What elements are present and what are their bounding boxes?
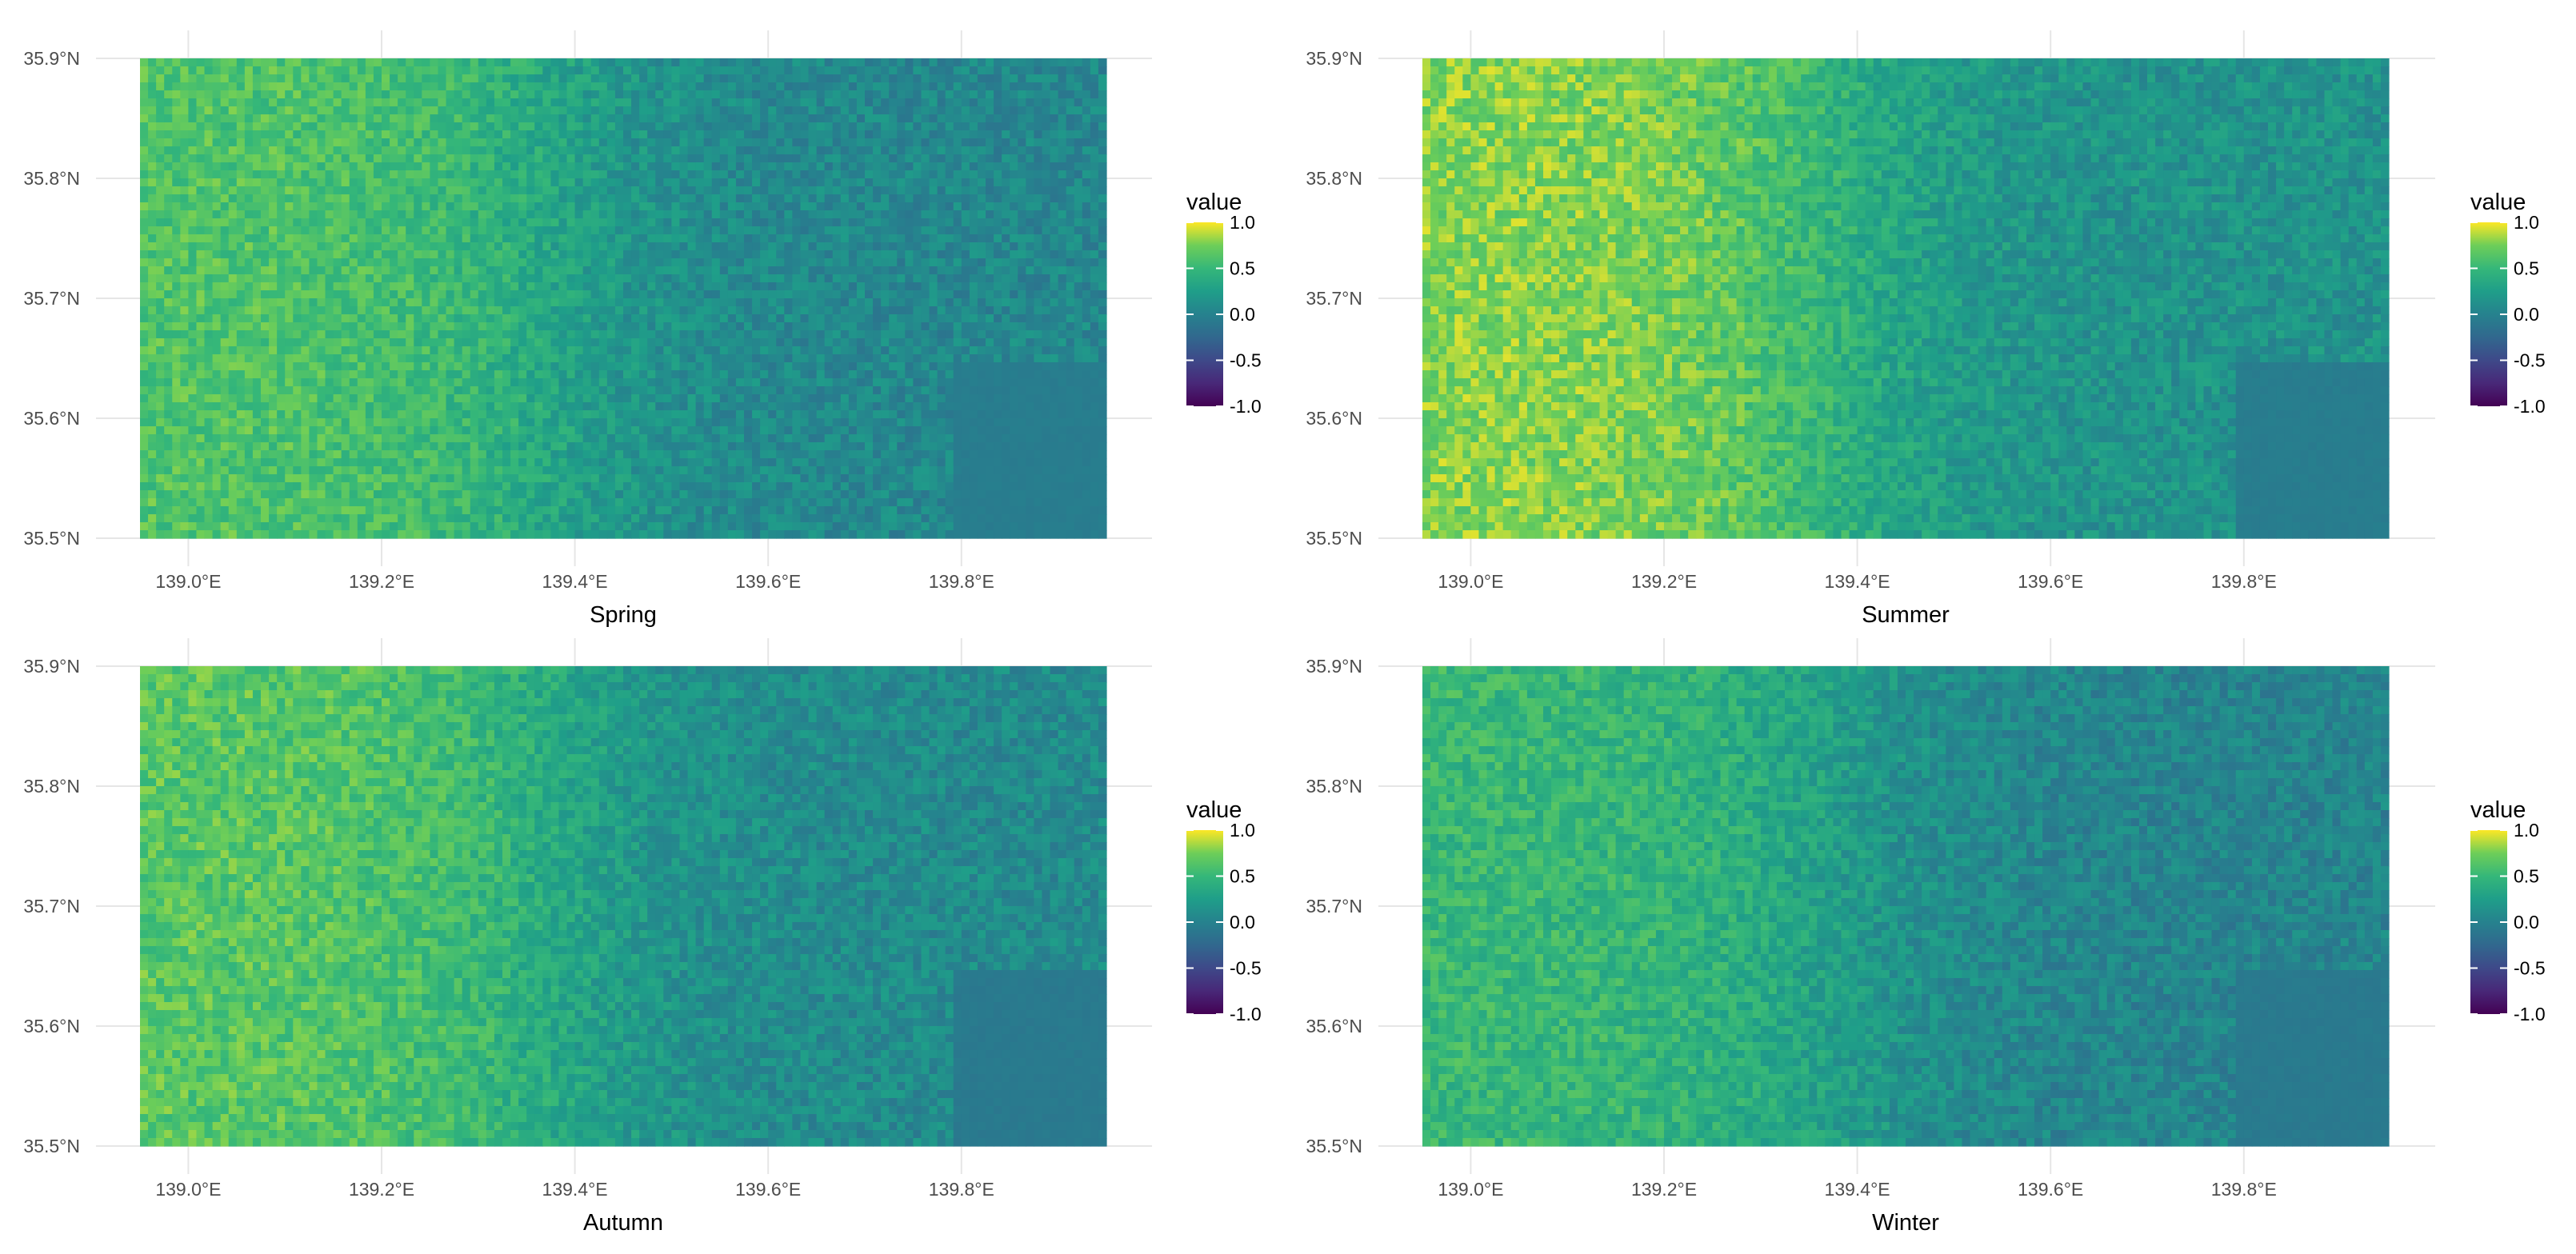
x-tick-label: 139.8°E [2211, 571, 2277, 592]
colorbar-tick-label: -1.0 [2514, 396, 2546, 417]
x-tick-label: 139.0°E [1438, 1179, 1503, 1200]
y-tick-label: 35.6°N [23, 408, 80, 429]
y-tick-label: 35.8°N [23, 776, 80, 797]
y-tick-label: 35.8°N [1306, 776, 1362, 797]
x-tick-label: 139.4°E [542, 1179, 608, 1200]
colorbar-tick-label: -1.0 [1230, 1004, 1262, 1024]
colorbar-tick-label: -1.0 [1230, 396, 1262, 417]
colorbar-tick-label: 0.5 [1230, 258, 1255, 279]
y-tick-label: 35.7°N [1306, 288, 1362, 309]
colorbar-tick-label: 0.5 [2514, 866, 2539, 887]
x-tick-label: 139.6°E [2018, 571, 2083, 592]
panel-autumn: 35.5°N 35.6°N 35.7°N 35.8°N 35.9°N 139.0°E 139… [23, 638, 1261, 1236]
y-tick-label: 35.5°N [23, 1136, 80, 1156]
y-tick-label: 35.5°N [23, 528, 80, 549]
colorbar-tick-label: -1.0 [2514, 1004, 2546, 1024]
y-tick-label: 35.7°N [1306, 896, 1362, 917]
raster [140, 58, 1107, 539]
y-tick-label: 35.5°N [1306, 1136, 1362, 1156]
y-tick-label: 35.7°N [23, 896, 80, 917]
panel-spring: 35.5°N 35.6°N 35.7°N 35.8°N 35.9°N 139.0°E 139… [23, 30, 1261, 628]
colorbar-tick-label: -0.5 [1230, 350, 1262, 371]
colorbar-tick-label: 1.0 [1230, 212, 1255, 233]
y-tick-label: 35.8°N [23, 168, 80, 189]
colorbar-tick-label: 0.0 [2514, 912, 2539, 933]
raster [1422, 58, 2390, 539]
x-tick-label: 139.8°E [929, 1179, 994, 1200]
x-axis-title: Autumn [583, 1210, 663, 1236]
y-tick-label: 35.9°N [23, 48, 80, 69]
y-tick-label: 35.6°N [23, 1016, 80, 1036]
colorbar-tick-label: 1.0 [1230, 820, 1255, 841]
x-tick-label: 139.2°E [349, 571, 414, 592]
colorbar-tick-label: 0.0 [2514, 304, 2539, 325]
x-tick-label: 139.0°E [155, 571, 221, 592]
x-tick-label: 139.8°E [2211, 1179, 2277, 1200]
y-tick-label: 35.7°N [23, 288, 80, 309]
x-tick-label: 139.4°E [1825, 571, 1890, 592]
raster [1422, 666, 2390, 1147]
raster [140, 666, 1107, 1147]
x-tick-label: 139.2°E [1631, 571, 1697, 592]
colorbar-tick-label: 0.5 [2514, 258, 2539, 279]
y-tick-label: 35.6°N [1306, 1016, 1362, 1036]
x-tick-label: 139.8°E [929, 571, 994, 592]
x-axis-title: Winter [1872, 1210, 1939, 1236]
colorbar-tick-label: 1.0 [2514, 820, 2539, 841]
y-tick-label: 35.9°N [1306, 48, 1362, 69]
x-axis-title: Summer [1862, 602, 1950, 628]
colorbar-tick-label: 0.0 [1230, 912, 1255, 933]
y-tick-label: 35.9°N [1306, 656, 1362, 677]
y-tick-label: 35.9°N [23, 656, 80, 677]
x-tick-label: 139.2°E [349, 1179, 414, 1200]
colorbar-tick-label: 0.5 [1230, 866, 1255, 887]
y-tick-label: 35.6°N [1306, 408, 1362, 429]
x-tick-label: 139.6°E [2018, 1179, 2083, 1200]
x-tick-label: 139.6°E [735, 1179, 801, 1200]
x-tick-label: 139.4°E [542, 571, 608, 592]
panel-winter: 35.5°N 35.6°N 35.7°N 35.8°N 35.9°N 139.0°E 139… [1306, 638, 2545, 1236]
colorbar-tick-label: -0.5 [2514, 350, 2546, 371]
x-axis-title: Spring [590, 602, 657, 628]
colorbar-tick-label: -0.5 [1230, 958, 1262, 979]
colorbar-tick-label: 0.0 [1230, 304, 1255, 325]
x-tick-label: 139.0°E [155, 1179, 221, 1200]
y-tick-label: 35.8°N [1306, 168, 1362, 189]
y-tick-label: 35.5°N [1306, 528, 1362, 549]
x-tick-label: 139.0°E [1438, 571, 1503, 592]
colorbar-tick-label: -0.5 [2514, 958, 2546, 979]
x-tick-label: 139.4°E [1825, 1179, 1890, 1200]
panel-summer: 35.5°N 35.6°N 35.7°N 35.8°N 35.9°N 139.0°E 139… [1306, 30, 2545, 628]
colorbar-tick-label: 1.0 [2514, 212, 2539, 233]
x-tick-label: 139.6°E [735, 571, 801, 592]
x-tick-label: 139.2°E [1631, 1179, 1697, 1200]
